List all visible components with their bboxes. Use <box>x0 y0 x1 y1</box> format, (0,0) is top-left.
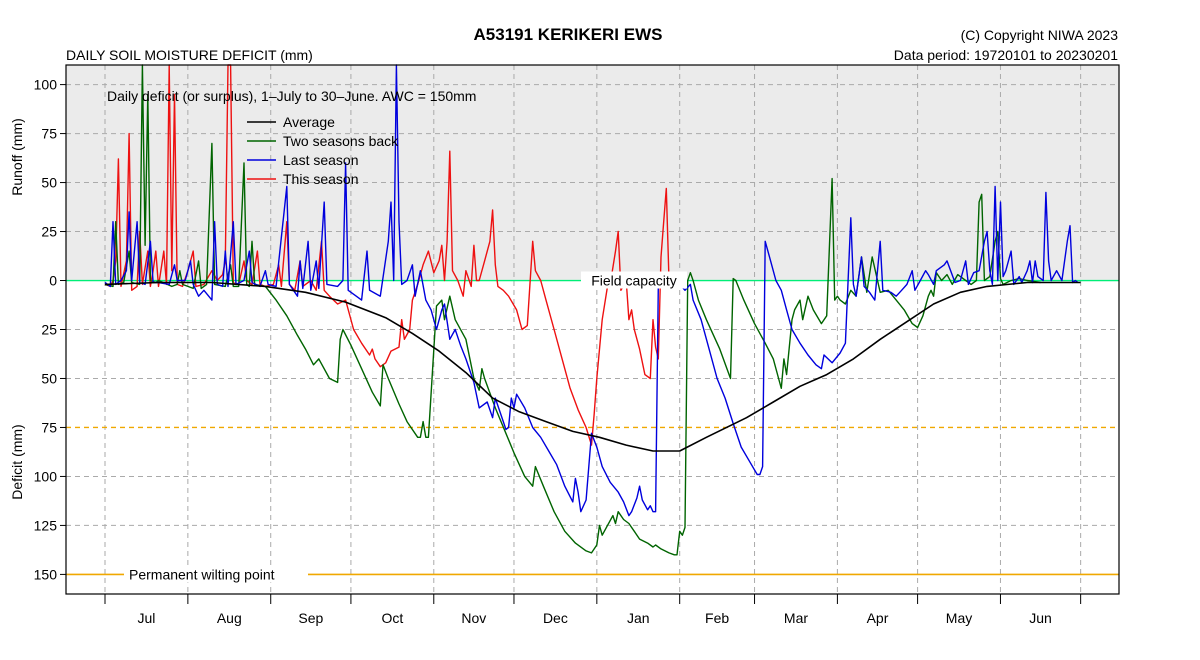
series-line-average <box>104 281 1081 452</box>
x-tick-label-feb: Feb <box>705 610 729 626</box>
y-tick-label-10: 150 <box>34 566 58 582</box>
y-tick-label-5: 25 <box>41 322 57 338</box>
chart-subtitle: DAILY SOIL MOISTURE DEFICIT (mm) <box>66 47 313 63</box>
series-line-this-season <box>104 64 670 446</box>
chart-title: A53191 KERIKERI EWS <box>474 25 663 44</box>
y-axis-label-runoff: Runoff (mm) <box>9 118 25 196</box>
x-tick-label-dec: Dec <box>543 610 568 626</box>
x-tick-label-oct: Oct <box>381 610 403 626</box>
y-tick-label-1: 75 <box>41 126 57 142</box>
field-capacity-label: Field capacity <box>591 273 677 289</box>
x-tick-label-jan: Jan <box>627 610 650 626</box>
x-tick-label-jun: Jun <box>1029 610 1052 626</box>
x-tick-label-may: May <box>946 610 972 626</box>
legend-label-1: Two seasons back <box>283 133 399 149</box>
y-tick-label-2: 50 <box>41 175 57 191</box>
plot-area: Field capacity Permanent wilting point Dai… <box>34 64 1120 626</box>
field-capacity-label-bg <box>581 271 687 289</box>
y-tick-label-0: 100 <box>34 77 58 93</box>
y-tick-label-6: 50 <box>41 370 57 386</box>
y-tick-label-9: 125 <box>34 517 58 533</box>
y-tick-label-4: 0 <box>49 273 57 289</box>
legend-label-0: Average <box>283 114 335 130</box>
series-line-two-seasons-back <box>104 64 1041 556</box>
y-tick-label-8: 100 <box>34 468 58 484</box>
legend-label-3: This season <box>283 171 358 187</box>
x-tick-label-sep: Sep <box>298 610 323 626</box>
runoff-region <box>66 65 1119 281</box>
y-tick-label-7: 75 <box>41 419 57 435</box>
wilting-point-label-bg <box>124 565 308 583</box>
x-tick-label-aug: Aug <box>217 610 242 626</box>
y-axis-label-deficit: Deficit (mm) <box>9 424 25 499</box>
series-line-last-season <box>104 64 1079 517</box>
x-tick-label-nov: Nov <box>461 610 486 626</box>
chart-annotation: Daily deficit (or surplus), 1–July to 30… <box>107 88 476 104</box>
x-tick-label-mar: Mar <box>784 610 808 626</box>
legend-label-2: Last season <box>283 152 359 168</box>
wilting-point-label: Permanent wilting point <box>129 566 275 582</box>
x-tick-label-apr: Apr <box>867 610 889 626</box>
x-tick-label-jul: Jul <box>137 610 155 626</box>
y-tick-label-3: 25 <box>41 224 57 240</box>
copyright-text: (C) Copyright NIWA 2023 <box>961 27 1119 43</box>
data-period-text: Data period: 19720101 to 20230201 <box>894 47 1118 63</box>
